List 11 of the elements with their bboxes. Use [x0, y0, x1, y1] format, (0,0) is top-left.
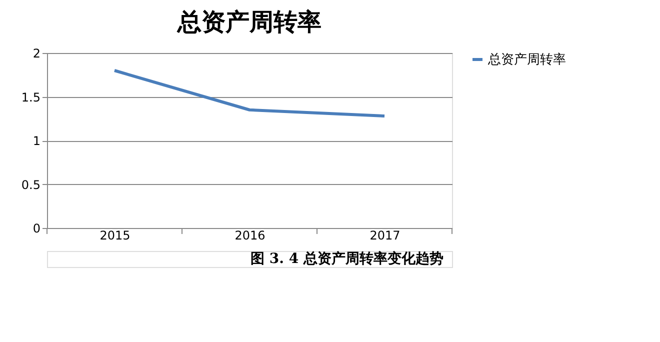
y-tick-label: 1.5 — [21, 90, 40, 104]
x-tick-label: 2015 — [100, 228, 130, 242]
y-tick-label: 0.5 — [21, 178, 40, 192]
y-tick-label: 0 — [32, 222, 40, 236]
x-tick-label: 2017 — [370, 228, 400, 242]
legend-label: 总资产周转率 — [487, 52, 566, 68]
y-tick-label: 2 — [32, 46, 40, 60]
caption: 图 3. 4 总资产周转率变化趋势 — [250, 250, 444, 267]
y-tick-label: 1 — [32, 134, 40, 148]
x-tick-label: 2016 — [234, 228, 266, 242]
chart-title: 总资产周转率 — [176, 8, 322, 36]
